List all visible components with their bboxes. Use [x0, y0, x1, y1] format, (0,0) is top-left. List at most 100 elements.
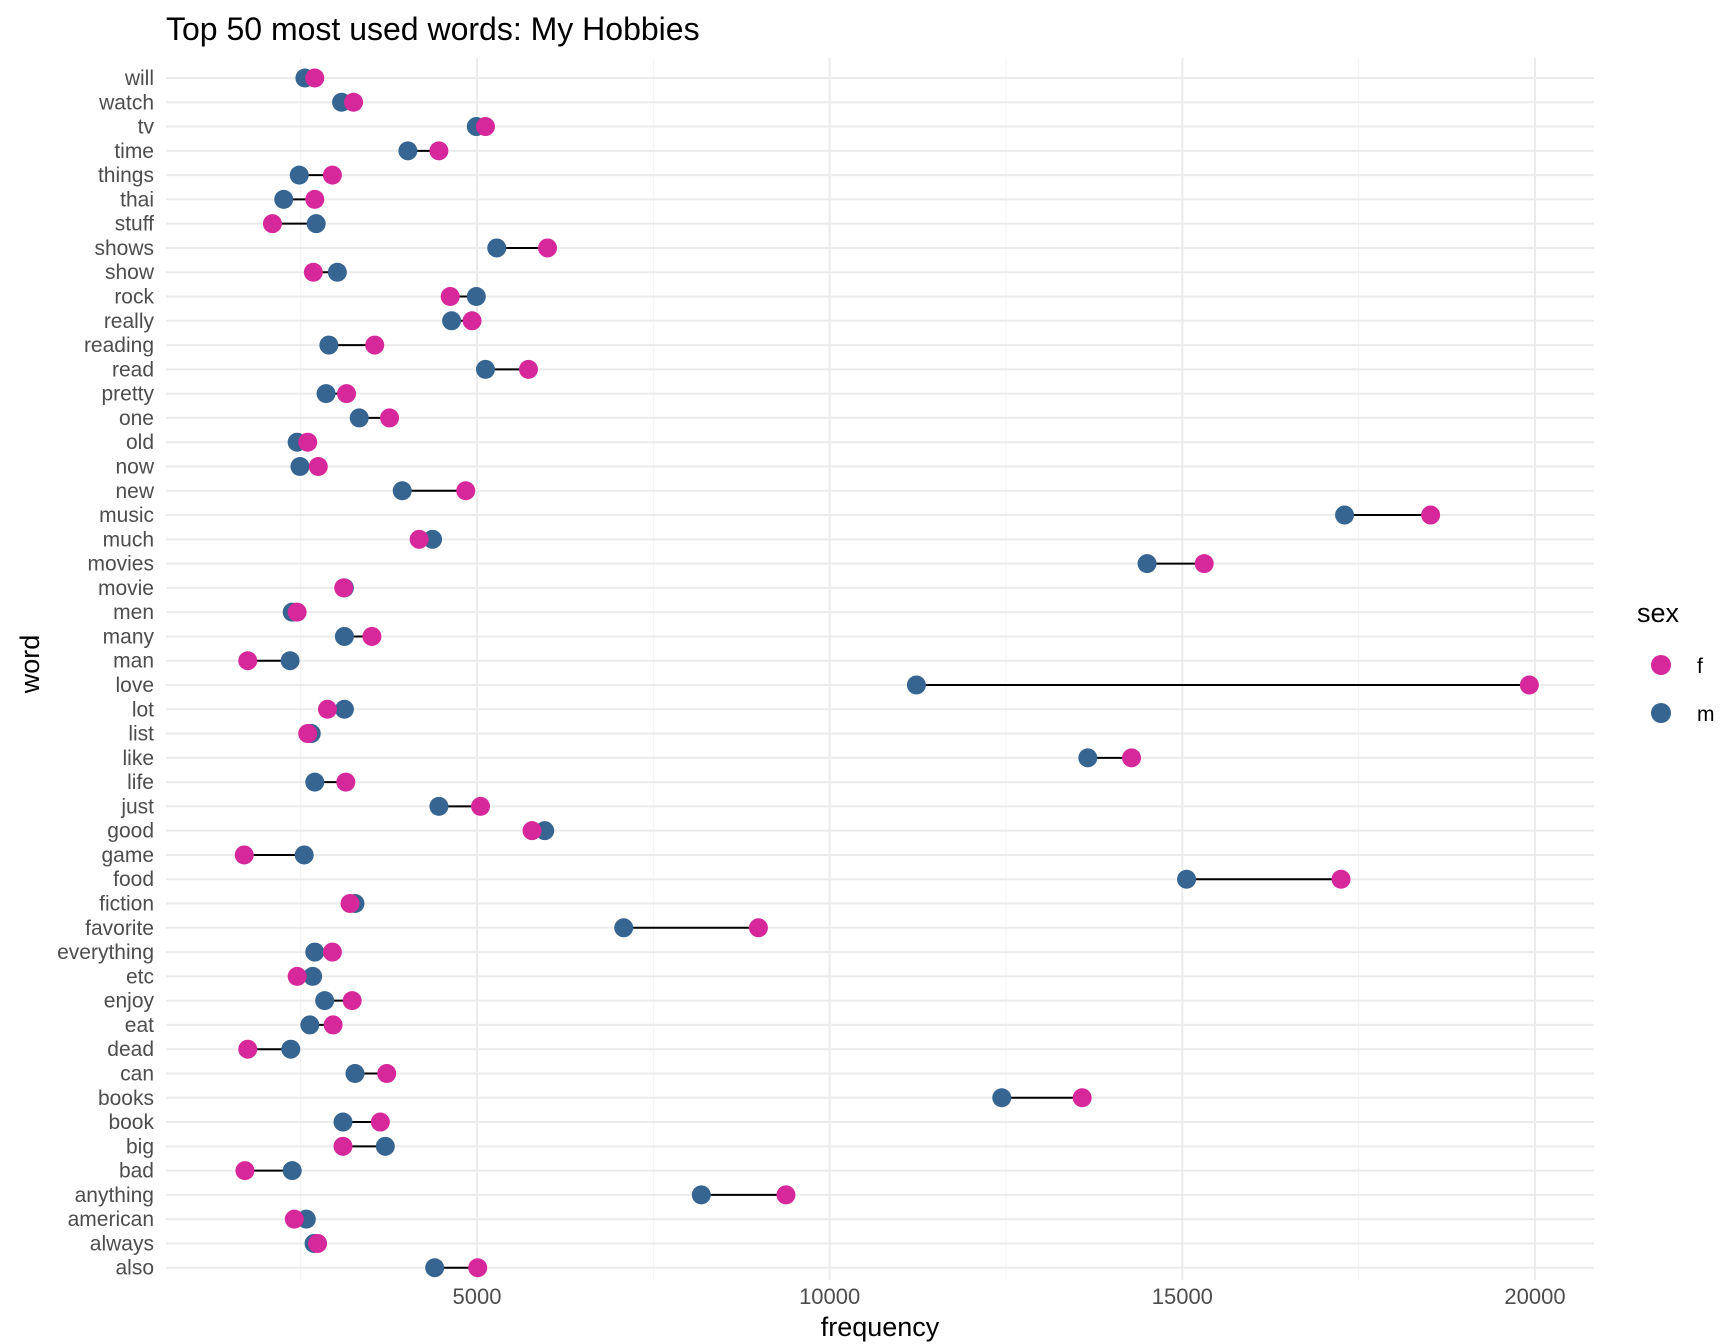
point-f: [538, 238, 558, 258]
segments: [244, 77, 1530, 1269]
y-tick-label: much: [103, 528, 154, 551]
y-tick-label: favorite: [85, 917, 154, 940]
y-tick-label: tv: [138, 116, 155, 139]
x-axis-title: frequency: [821, 1312, 940, 1342]
point-m: [425, 1258, 445, 1278]
y-tick-label: now: [115, 455, 154, 478]
x-tick-label: 20000: [1504, 1284, 1565, 1309]
point-f: [1194, 554, 1214, 574]
y-tick-label: enjoy: [104, 990, 155, 1013]
y-tick-label: man: [113, 650, 154, 673]
point-m: [429, 796, 449, 816]
y-tick-label: many: [103, 625, 155, 648]
legend-key-f: [1651, 655, 1671, 675]
point-f: [317, 699, 337, 719]
point-f: [262, 214, 282, 234]
point-m: [327, 262, 347, 282]
y-tick-label: just: [120, 795, 154, 818]
y-tick-label: always: [90, 1232, 154, 1255]
point-m: [290, 456, 310, 476]
point-f: [235, 1161, 255, 1181]
point-m: [1177, 869, 1197, 889]
legend-title: sex: [1637, 598, 1680, 628]
point-m: [316, 384, 336, 404]
x-tick-label: 10000: [799, 1284, 860, 1309]
point-m: [294, 845, 314, 865]
point-m: [334, 699, 354, 719]
y-tick-label: good: [107, 820, 154, 843]
y-tick-label: watch: [98, 91, 154, 114]
point-m: [906, 675, 926, 695]
y-tick-label: men: [113, 601, 154, 624]
point-f: [748, 918, 768, 938]
points: [234, 68, 1539, 1278]
point-f: [287, 966, 307, 986]
point-f: [1519, 675, 1539, 695]
x-tick-label: 5000: [453, 1284, 502, 1309]
y-tick-label: like: [122, 747, 154, 770]
y-tick-label: stuff: [115, 213, 154, 236]
y-tick-label: will: [124, 67, 154, 90]
point-m: [442, 311, 462, 331]
point-f: [370, 1112, 390, 1132]
point-f: [336, 772, 356, 792]
point-f: [518, 359, 538, 379]
point-m: [392, 481, 412, 501]
point-f: [323, 1015, 343, 1035]
x-tick-label: 15000: [1152, 1284, 1213, 1309]
y-tick-label: dead: [107, 1038, 154, 1061]
point-m: [319, 335, 339, 355]
y-tick-label: anything: [75, 1184, 154, 1207]
y-tick-label: big: [126, 1135, 154, 1158]
y-tick-label: eat: [125, 1014, 154, 1037]
point-f: [429, 141, 449, 161]
point-f: [344, 92, 364, 112]
legend: sex f m: [1637, 598, 1715, 726]
y-tick-label: lot: [132, 698, 154, 721]
chart-title: Top 50 most used words: My Hobbies: [166, 11, 700, 47]
y-tick-label: time: [114, 140, 154, 163]
point-m: [274, 189, 294, 209]
point-f: [522, 821, 542, 841]
point-f: [471, 796, 491, 816]
point-f: [238, 1039, 258, 1059]
y-tick-label: old: [126, 431, 154, 454]
point-f: [1421, 505, 1441, 525]
point-m: [1078, 748, 1098, 768]
point-f: [1122, 748, 1142, 768]
y-tick-label: music: [99, 504, 154, 527]
point-m: [487, 238, 507, 258]
y-tick-label: movies: [87, 553, 154, 576]
point-f: [305, 68, 325, 88]
point-f: [340, 894, 360, 914]
point-m: [281, 1039, 301, 1059]
y-tick-label: shows: [94, 237, 154, 260]
point-m: [305, 942, 325, 962]
point-m: [289, 165, 309, 185]
y-tick-label: love: [115, 674, 154, 697]
y-tick-label: everything: [57, 941, 154, 964]
point-f: [1331, 869, 1351, 889]
point-f: [380, 408, 400, 428]
legend-label-f: f: [1697, 655, 1703, 678]
point-f: [322, 942, 342, 962]
grid: [166, 58, 1594, 1280]
point-m: [305, 772, 325, 792]
point-m: [992, 1088, 1012, 1108]
point-m: [1137, 554, 1157, 574]
point-m: [375, 1136, 395, 1156]
y-tick-label: one: [119, 407, 154, 430]
y-tick-label: rock: [114, 286, 154, 309]
point-f: [362, 626, 382, 646]
y-tick-label: bad: [119, 1160, 154, 1183]
point-m: [466, 287, 486, 307]
point-m: [475, 359, 495, 379]
y-tick-label: game: [101, 844, 154, 867]
point-m: [315, 991, 335, 1011]
y-tick-label: etc: [126, 965, 154, 988]
y-tick-label: show: [105, 261, 155, 284]
point-f: [333, 1136, 353, 1156]
point-f: [298, 432, 318, 452]
y-tick-label: new: [115, 480, 154, 503]
